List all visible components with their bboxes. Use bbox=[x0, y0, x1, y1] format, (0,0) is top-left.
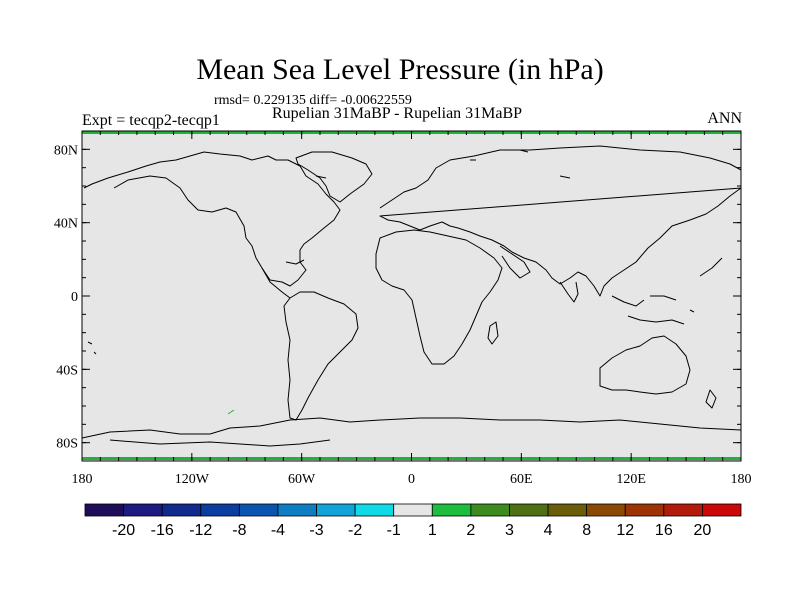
map-ticks: 180 120W 60W 0 60E 120E 180 80N 40N 0 40S 80S bbox=[54, 131, 752, 487]
colorbar-swatch bbox=[509, 503, 549, 517]
colorbar-label: 1 bbox=[428, 522, 437, 539]
colorbar-swatch bbox=[84, 503, 124, 517]
case-label: Rupelian 31MaBP - Rupelian 31MaBP bbox=[272, 105, 523, 122]
colorbar-label: 4 bbox=[544, 522, 553, 539]
colorbar-swatch bbox=[393, 503, 433, 517]
y-tick-label: 40S bbox=[56, 363, 78, 378]
colorbar: -20 -16 -12 -8 -4 -3 -2 -1 1 2 3 4 8 12 16 20 bbox=[84, 503, 742, 539]
colorbar-swatch bbox=[354, 503, 395, 517]
x-tick-label: 180 bbox=[731, 472, 752, 487]
coastlines bbox=[81, 145, 742, 447]
coast-eurasia bbox=[379, 145, 742, 297]
coast-antarctica bbox=[81, 417, 742, 447]
green-contour-fragment bbox=[227, 409, 235, 415]
colorbar-swatch bbox=[161, 503, 202, 517]
colorbar-swatch bbox=[238, 503, 279, 517]
colorbar-swatch bbox=[431, 503, 472, 517]
colorbar-label: -3 bbox=[309, 522, 323, 539]
colorbar-label: -4 bbox=[271, 522, 285, 539]
experiment-label: Expt = tecqp2-tecqp1 bbox=[82, 112, 220, 129]
x-tick-label: 0 bbox=[408, 472, 415, 487]
x-tick-label: 180 bbox=[72, 472, 93, 487]
stats-line: rmsd= 0.229135 diff= -0.00622559 bbox=[214, 93, 412, 108]
x-tick-label: 60W bbox=[288, 472, 316, 487]
coast-maritime-asia bbox=[611, 257, 723, 325]
colorbar-label: -16 bbox=[151, 522, 174, 539]
y-tick-label: 0 bbox=[71, 290, 78, 305]
colorbar-label: 20 bbox=[694, 522, 712, 539]
y-tick-label: 80N bbox=[54, 143, 78, 158]
colorbar-swatch bbox=[123, 503, 163, 517]
colorbar-label: 2 bbox=[466, 522, 475, 539]
y-tick-label: 40N bbox=[54, 217, 78, 232]
coast-south-america bbox=[283, 291, 359, 421]
colorbar-label: -8 bbox=[232, 522, 246, 539]
coast-central-america bbox=[261, 259, 305, 299]
colorbar-label: 3 bbox=[505, 522, 514, 539]
colorbar-label: -2 bbox=[348, 522, 362, 539]
map-title: Mean Sea Level Pressure (in hPa) bbox=[196, 53, 604, 86]
season-label: ANN bbox=[707, 110, 742, 127]
y-tick-label: 80S bbox=[56, 437, 78, 452]
colorbar-label: -1 bbox=[387, 522, 401, 539]
coast-greenland bbox=[295, 151, 373, 203]
x-tick-label: 120W bbox=[175, 472, 210, 487]
colorbar-swatch bbox=[702, 503, 742, 517]
colorbar-label: 16 bbox=[655, 522, 673, 539]
coast-africa bbox=[375, 229, 503, 365]
colorbar-swatch bbox=[586, 503, 626, 517]
coast-australia bbox=[599, 335, 691, 395]
map-background bbox=[82, 131, 741, 461]
colorbar-swatch bbox=[200, 503, 240, 517]
x-tick-label: 60E bbox=[510, 472, 533, 487]
coast-new-zealand bbox=[705, 389, 717, 409]
coast-arabia-india bbox=[499, 245, 579, 303]
x-tick-label: 120E bbox=[616, 472, 646, 487]
coast-north-america bbox=[83, 151, 341, 287]
colorbar-swatch bbox=[277, 503, 317, 517]
coast-islands bbox=[87, 149, 695, 355]
colorbar-swatch bbox=[547, 503, 588, 517]
colorbar-label: 12 bbox=[616, 522, 634, 539]
colorbar-label: 8 bbox=[582, 522, 591, 539]
coast-madagascar bbox=[487, 321, 499, 345]
colorbar-swatch bbox=[316, 503, 356, 517]
colorbar-swatch bbox=[624, 503, 665, 517]
colorbar-swatch bbox=[663, 503, 703, 517]
colorbar-swatch bbox=[470, 503, 510, 517]
colorbar-label: -20 bbox=[112, 522, 135, 539]
colorbar-label: -12 bbox=[189, 522, 212, 539]
